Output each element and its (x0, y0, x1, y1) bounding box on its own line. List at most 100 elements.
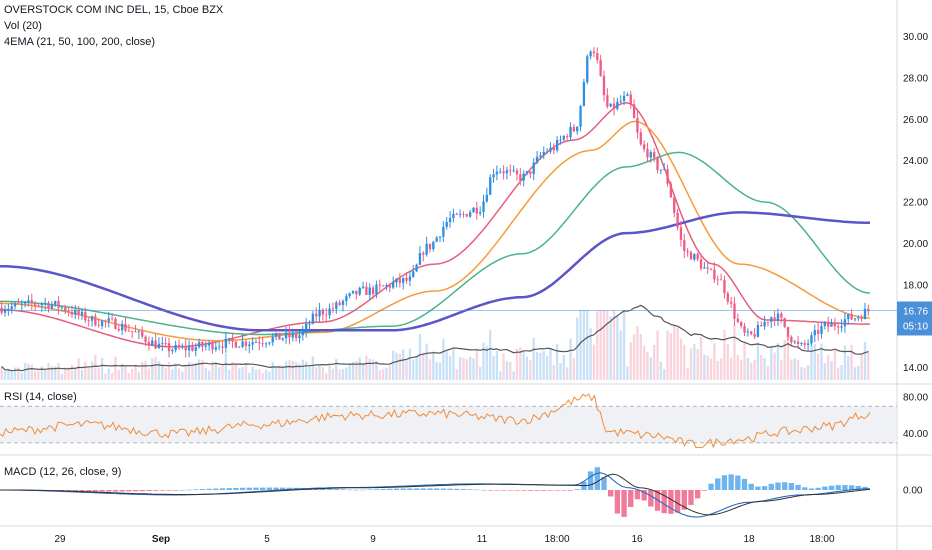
volume-bar (559, 363, 562, 380)
volume-bar (760, 354, 763, 380)
macd-histogram-bar (112, 490, 119, 492)
macd-histogram-bar (106, 490, 112, 492)
candle-body (288, 332, 291, 338)
volume-bar (124, 364, 127, 380)
volume-bar (84, 361, 87, 380)
volume-bar (355, 360, 358, 380)
candle-body (853, 318, 857, 320)
volume-bar (281, 365, 284, 380)
volume-bar (207, 370, 211, 380)
candle-body (489, 177, 492, 195)
volume-bar (184, 365, 187, 380)
macd-histogram-bar (500, 490, 507, 491)
candle-body (137, 331, 141, 332)
volume-bar (234, 362, 238, 380)
volume-bar (656, 330, 659, 380)
candle-body (258, 342, 261, 344)
candle-body (555, 140, 559, 151)
volume-bar (368, 358, 371, 380)
candle-body (455, 213, 458, 215)
candle-body (418, 252, 422, 265)
macd-histogram-bar (119, 490, 125, 492)
candle-body (77, 309, 80, 315)
volume-bar (723, 329, 726, 380)
macd-histogram-bar (373, 489, 380, 490)
candle-body (485, 194, 489, 202)
volume-bar (606, 310, 609, 380)
candle-body (338, 302, 341, 305)
candle-body (495, 171, 499, 175)
candle-body (87, 320, 90, 322)
candle-body (642, 144, 646, 150)
chart-title: OVERSTOCK COM INC DEL, 15, Cboe BZX (4, 4, 224, 16)
candle-body (522, 173, 525, 181)
volume-bar (167, 361, 171, 380)
volume-bar (847, 356, 850, 380)
volume-bar (479, 366, 482, 380)
volume-bar (863, 341, 867, 380)
volume-bar (515, 348, 519, 380)
volume-bar (850, 344, 853, 380)
candle-body (703, 267, 706, 269)
candle-body (10, 306, 13, 309)
candle-body (201, 342, 204, 347)
volume-bar (448, 356, 452, 380)
candle-body (231, 338, 234, 342)
candle-body (151, 340, 154, 346)
candle-body (248, 344, 251, 347)
candle-body (442, 226, 445, 237)
candle-body (331, 308, 335, 310)
volume-bar (572, 358, 576, 380)
volume-bar (244, 362, 248, 380)
volume-bar (341, 369, 345, 380)
macd-histogram-bar (520, 490, 527, 491)
candle-body (586, 56, 589, 83)
candle-body (422, 252, 425, 255)
candle-body (318, 309, 321, 317)
volume-bar (44, 370, 47, 380)
candle-body (134, 331, 137, 333)
candle-body (23, 301, 27, 304)
macd-histogram-bar (72, 490, 78, 492)
volume-bar (100, 357, 104, 380)
candle-body (448, 218, 452, 223)
candle-body (505, 170, 509, 174)
volume-bar (549, 348, 552, 380)
volume-bar (462, 357, 465, 380)
candle-body (632, 104, 636, 119)
volume-bar (3, 370, 7, 380)
macd-histogram-bar (728, 474, 734, 490)
candle-body (479, 211, 482, 214)
volume-bar (77, 358, 80, 380)
volume-bar (646, 351, 649, 380)
volume-bar (482, 342, 485, 380)
candle-body (612, 103, 616, 109)
volume-bar (301, 359, 304, 380)
volume-bar (261, 373, 264, 380)
candle-body (261, 343, 264, 345)
macd-histogram-bar (239, 487, 246, 490)
macd-histogram-bar (507, 490, 513, 491)
candle-body (84, 311, 87, 321)
candle-body (800, 343, 803, 344)
volume-bar (455, 369, 458, 380)
candle-body (646, 149, 649, 158)
macd-histogram-bar (233, 487, 239, 490)
candle-body (816, 330, 820, 334)
candle-body (743, 325, 746, 333)
candle-body (709, 268, 713, 270)
volume-bar (311, 356, 315, 380)
volume-bar (773, 352, 776, 380)
candle-body (599, 59, 602, 76)
macd-histogram-bar (781, 482, 788, 490)
volume-bar (860, 354, 863, 380)
volume-bar (348, 363, 351, 380)
volume-bar (689, 348, 693, 380)
volume-bar (743, 342, 746, 380)
candle-body (104, 320, 107, 322)
time-tick-label: Sep (152, 534, 170, 545)
volume-bar (117, 369, 120, 380)
volume-bar (127, 373, 130, 380)
macd-histogram-bar (628, 490, 634, 507)
